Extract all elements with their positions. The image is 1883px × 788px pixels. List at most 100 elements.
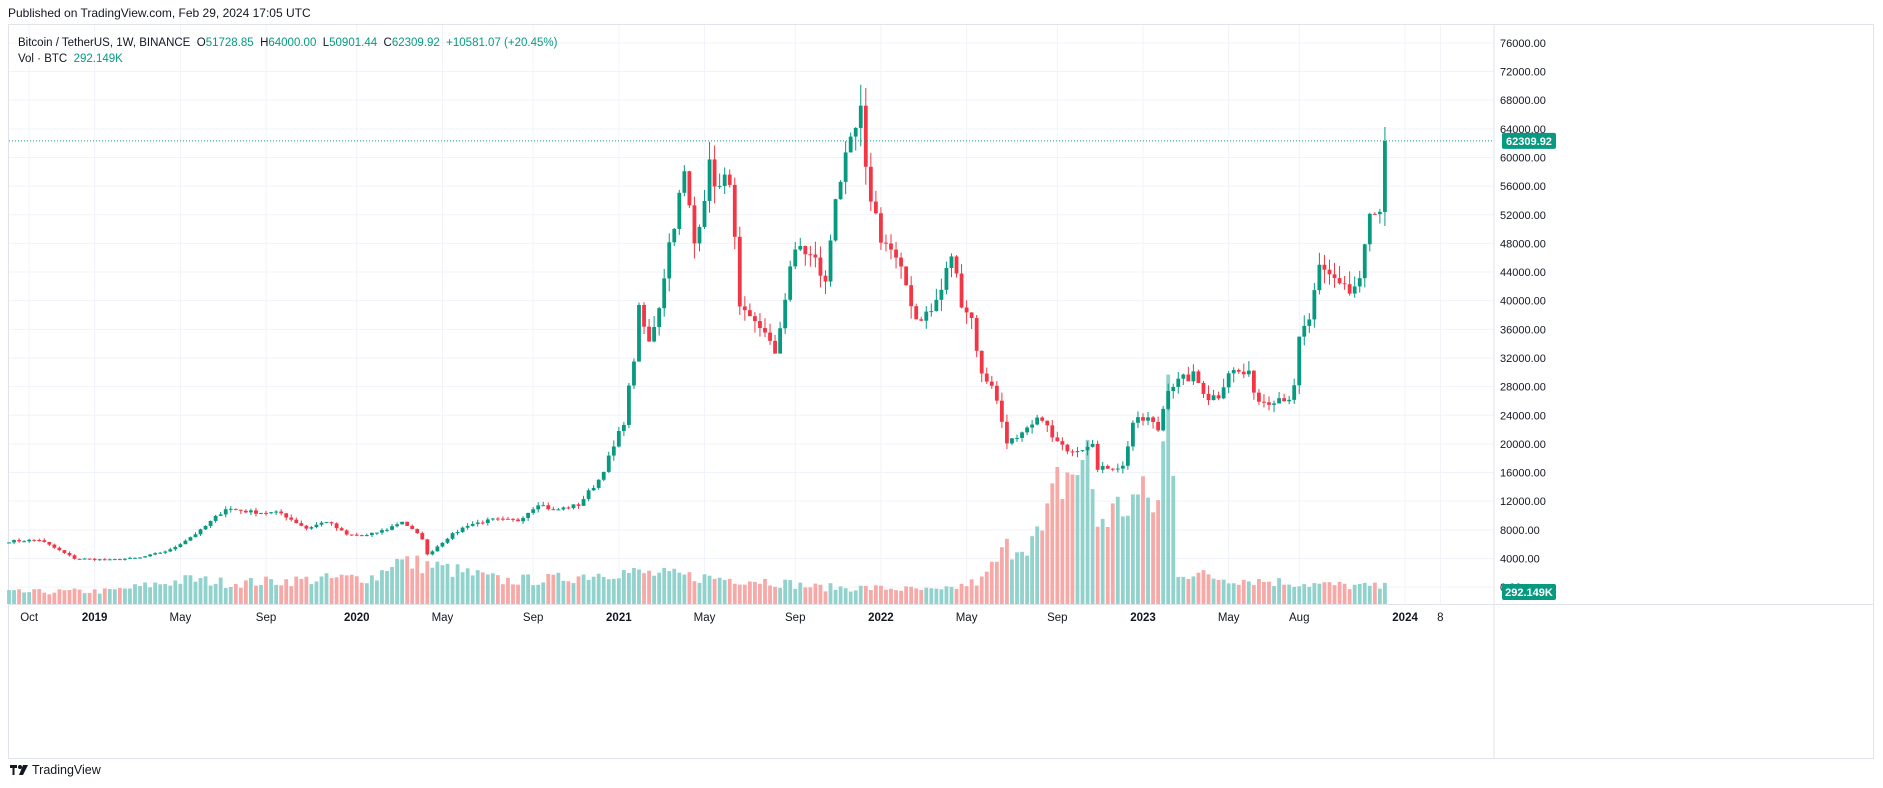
volume-bar [637, 569, 641, 604]
legend-open-label: O [196, 37, 206, 49]
volume-bar [7, 590, 11, 604]
volume-bar [1332, 585, 1337, 604]
volume-bar [959, 583, 964, 604]
volume-bar [773, 586, 777, 604]
y-axis-tick-label: 44000.00 [1500, 267, 1546, 279]
candle-body [1272, 403, 1276, 405]
candle-body [1357, 278, 1362, 287]
chart-frame [8, 24, 1874, 759]
volume-bar [531, 585, 536, 604]
volume-bar [1085, 439, 1090, 604]
legend-volume-label[interactable]: Vol · BTC [18, 53, 68, 65]
candle-body [153, 553, 158, 555]
candle-body [1176, 378, 1181, 387]
candle-body [521, 517, 525, 522]
volume-bar [1251, 585, 1256, 604]
volume-bar [919, 589, 924, 604]
volume-bar [979, 576, 984, 604]
candle-body [813, 254, 818, 258]
candle-body [1146, 417, 1150, 421]
volume-bar [1206, 574, 1211, 604]
candle-body [274, 511, 279, 513]
volume-bar [1045, 503, 1050, 604]
volume-bar [329, 578, 334, 604]
candle-body [717, 185, 722, 187]
volume-bar [969, 579, 974, 604]
candle-body [1191, 371, 1196, 382]
volume-bar [112, 589, 117, 604]
candle-body [1141, 417, 1145, 421]
candle-body [133, 557, 137, 559]
y-axis-tick-label: 16000.00 [1500, 468, 1546, 480]
candle-body [1125, 446, 1130, 466]
candle-body [1095, 443, 1100, 470]
volume-bar [465, 568, 470, 604]
volume-bar [1191, 576, 1196, 604]
volume-bar [22, 592, 27, 604]
volume-bar [163, 584, 168, 604]
volume-bar [133, 584, 137, 604]
volume-bar [1025, 555, 1029, 604]
volume-bar [1292, 586, 1297, 604]
volume-bar [843, 588, 848, 604]
candle-body [742, 306, 747, 311]
candle-body [294, 519, 299, 524]
volume-bar [561, 580, 566, 604]
volume-bar [148, 587, 153, 604]
candle-body [1257, 392, 1261, 402]
candle-body [269, 512, 273, 514]
volume-bar [1196, 572, 1201, 604]
candle-body [843, 152, 848, 182]
candle-body [1171, 386, 1176, 392]
volume-bar [974, 585, 979, 604]
candle-body [425, 539, 430, 555]
volume-bar [863, 585, 868, 604]
candle-body [1090, 443, 1095, 447]
candle-body [485, 519, 490, 523]
candle-body [405, 521, 410, 526]
candle-body [581, 499, 586, 506]
volume-bar [501, 584, 505, 604]
candle-body [47, 541, 52, 545]
volume-bar [1302, 584, 1307, 604]
volume-bar [1246, 581, 1251, 604]
candle-body [944, 267, 949, 290]
candle-body [1287, 399, 1292, 402]
volume-bar [536, 584, 541, 604]
x-axis-tick-label: Sep [1047, 612, 1067, 624]
volume-bar [1120, 516, 1125, 604]
volume-bar [984, 571, 989, 604]
candle-body [863, 105, 868, 167]
volume-bar [1231, 583, 1236, 604]
legend-symbol[interactable]: Bitcoin / TetherUS, 1W, BINANCE [18, 37, 191, 49]
candle-body [1035, 417, 1040, 425]
volume-bar [1080, 460, 1085, 604]
legend-change-value: +10581.07 (+20.45%) [446, 37, 558, 49]
volume-bar [82, 593, 87, 604]
x-axis-tick-label: 2023 [1130, 612, 1156, 624]
volume-bar [450, 576, 455, 604]
volume-bar [249, 577, 253, 604]
volume-bar [480, 572, 485, 604]
volume-bar [420, 573, 425, 604]
volume-bar [1272, 586, 1276, 604]
candle-body [218, 514, 223, 516]
volume-bar [1075, 475, 1080, 604]
candle-body [1010, 438, 1014, 444]
legend-volume-row: Vol · BTC 292.149K [18, 51, 557, 67]
candle-body [1377, 211, 1382, 215]
candle-body [112, 559, 117, 561]
volume-bar [485, 574, 490, 604]
y-axis-tick-label: 76000.00 [1500, 38, 1546, 50]
volume-bar [1377, 588, 1382, 604]
candle-body [1085, 446, 1090, 451]
candle-body [1055, 437, 1060, 442]
volume-bar [778, 587, 783, 604]
candle-body [924, 311, 929, 321]
volume-bar [319, 576, 324, 604]
candle-body [606, 455, 611, 472]
volume-bar [858, 585, 863, 604]
candle-body [526, 512, 531, 518]
candle-body [208, 520, 213, 526]
